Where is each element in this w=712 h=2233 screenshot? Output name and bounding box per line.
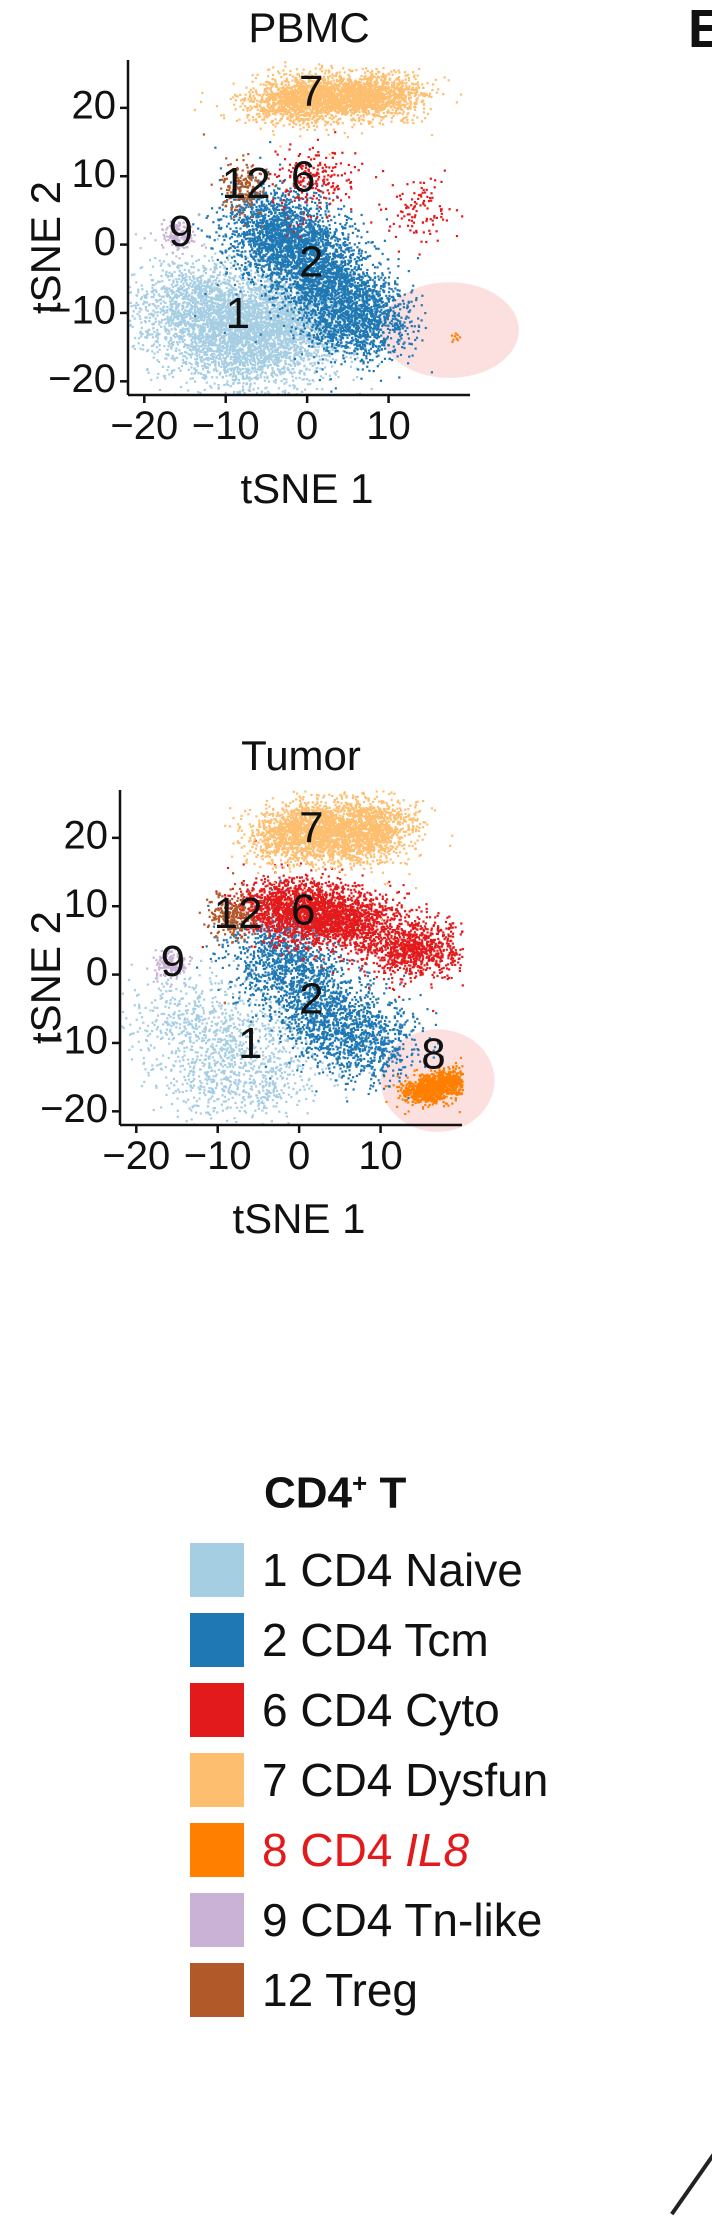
y-tick-label: −20 (40, 1087, 108, 1131)
cluster-legend: CD4+ T 1 CD4 Naive 2 CD4 Tcm 6 CD4 Cyto 7 C… (190, 1468, 690, 2025)
legend-label: 7 CD4 Dysfun (262, 1753, 548, 1807)
legend-swatch (190, 1683, 244, 1737)
x-tick-label: 0 (296, 404, 318, 448)
y-tick-label: −20 (48, 357, 116, 401)
cluster-label-1: 1 (226, 289, 250, 338)
legend-label: 9 CD4 Tn-like (262, 1893, 542, 1947)
x-axis-label: tSNE 1 (240, 465, 373, 512)
legend-label: 1 CD4 Naive (262, 1543, 523, 1597)
y-axis-label: tSNE 2 (22, 911, 69, 1044)
legend-label: 2 CD4 Tcm (262, 1613, 489, 1667)
cluster-label-9: 9 (161, 937, 185, 986)
cluster-label-7: 7 (299, 804, 323, 853)
cluster-label-6: 6 (291, 152, 315, 201)
y-axis-label: tSNE 2 (22, 181, 69, 314)
legend-item: 6 CD4 Cyto (190, 1675, 690, 1745)
cluster-label-9: 9 (169, 207, 193, 256)
cluster-label-6: 6 (291, 886, 315, 935)
plot-title: Tumor (241, 732, 361, 779)
x-tick-label: −10 (184, 1134, 252, 1178)
legend-item: 12 Treg (190, 1955, 690, 2025)
legend-item: 7 CD4 Dysfun (190, 1745, 690, 1815)
x-tick-label: −20 (102, 1134, 170, 1178)
cluster-7-points (194, 61, 462, 156)
cluster-label-1: 1 (238, 1019, 262, 1068)
legend-label: 6 CD4 Cyto (262, 1683, 500, 1737)
x-tick-label: −10 (192, 404, 260, 448)
cluster-label-12: 12 (222, 159, 271, 208)
x-tick-label: 10 (358, 1134, 403, 1178)
legend-label: 8 CD4 IL8 (262, 1823, 469, 1877)
y-tick-label: 10 (64, 882, 109, 926)
legend-item: 9 CD4 Tn-like (190, 1885, 690, 1955)
plot-title: PBMC (248, 4, 369, 51)
y-tick-label: 0 (94, 220, 116, 264)
legend-swatch (190, 1613, 244, 1667)
cropped-mark (670, 2147, 712, 2232)
y-tick-label: 0 (86, 950, 108, 994)
x-tick-label: −20 (110, 404, 178, 448)
x-axis-label: tSNE 1 (232, 1195, 365, 1242)
cluster-label-2: 2 (299, 238, 323, 287)
legend-swatch (190, 1963, 244, 2017)
x-tick-label: 10 (366, 404, 411, 448)
legend-item: 8 CD4 IL8 (190, 1815, 690, 1885)
legend-item: 2 CD4 Tcm (190, 1605, 690, 1675)
legend-item: 1 CD4 Naive (190, 1535, 690, 1605)
x-tick-label: 0 (288, 1134, 310, 1178)
legend-title: CD4+ T (264, 1468, 690, 1519)
legend-swatch (190, 1823, 244, 1877)
legend-swatch (190, 1753, 244, 1807)
legend-swatch (190, 1893, 244, 1947)
y-tick-label: 20 (64, 813, 109, 857)
cluster-label-12: 12 (214, 889, 263, 938)
cluster-label-8: 8 (421, 1029, 445, 1078)
legend-label: 12 Treg (262, 1963, 418, 2017)
legend-items: 1 CD4 Naive 2 CD4 Tcm 6 CD4 Cyto 7 CD4 Dysf… (190, 1535, 690, 2025)
y-tick-label: 10 (72, 152, 117, 196)
cluster-label-7: 7 (299, 67, 323, 116)
legend-swatch (190, 1543, 244, 1597)
cluster-label-2: 2 (299, 975, 323, 1024)
y-tick-label: 20 (72, 83, 117, 127)
